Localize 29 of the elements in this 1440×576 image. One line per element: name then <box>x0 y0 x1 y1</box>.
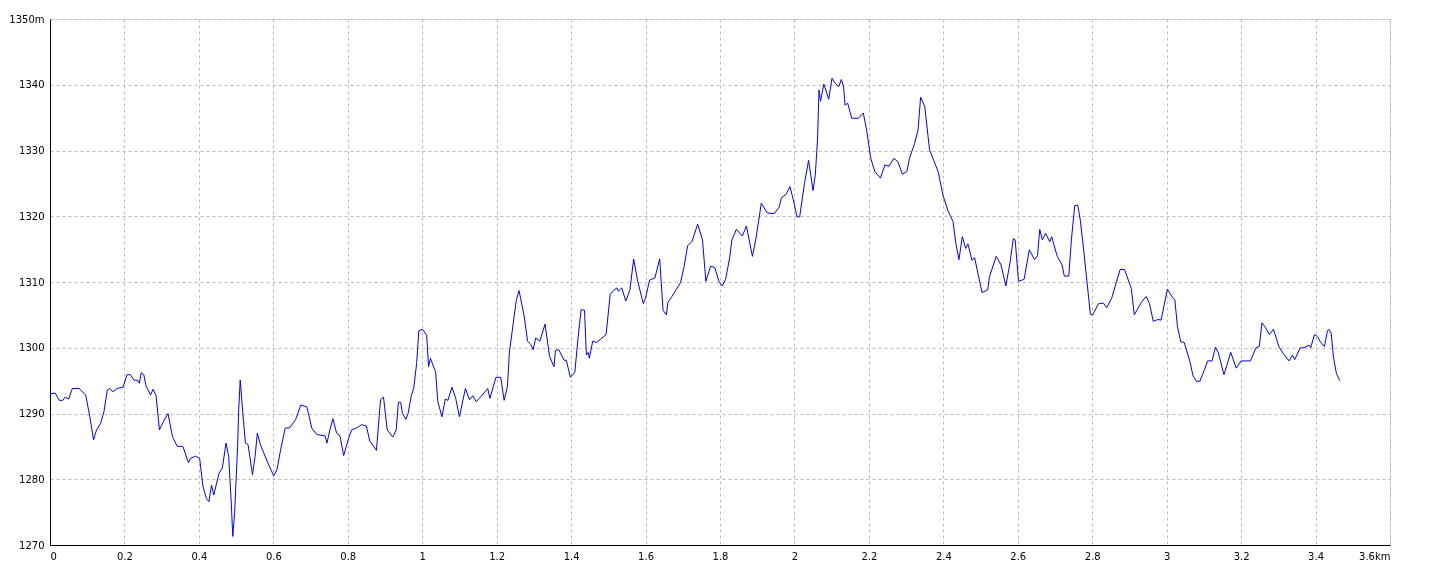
x-tick-label: 0.6 <box>265 550 282 562</box>
x-tick-label: 1.8 <box>712 550 729 562</box>
y-tick-label: 1270 <box>19 539 45 551</box>
x-tick-label: 1 <box>419 550 426 562</box>
x-tick-label: 2.6 <box>1010 550 1027 562</box>
y-tick-label: 1280 <box>19 473 45 485</box>
x-tick-label: 2.8 <box>1084 550 1101 562</box>
x-tick-label: 0 <box>50 550 57 562</box>
x-tick-label: 3.2 <box>1233 550 1250 562</box>
x-tick-label: 2.4 <box>935 550 952 562</box>
x-tick-label: 3 <box>1163 550 1171 562</box>
y-tick-label: 1340 <box>19 79 45 91</box>
y-tick-label: 1290 <box>19 408 45 419</box>
x-tick-label: 1.4 <box>563 550 580 562</box>
y-tick-label: 1320 <box>19 210 45 222</box>
y-tick-label: 1330 <box>19 145 45 156</box>
x-tick-label: 3.4 <box>1308 550 1325 562</box>
y-tick-label: 1310 <box>19 276 45 288</box>
x-tick-label: 1.6 <box>638 550 655 562</box>
x-tick-label: 1.2 <box>489 550 506 562</box>
x-tick-label: 3.6km <box>1359 550 1391 562</box>
x-tick-label: 0.2 <box>116 550 133 562</box>
x-tick-label: 0.8 <box>340 550 357 562</box>
y-tick-label: 1300 <box>19 342 45 354</box>
x-tick-label: 0.4 <box>191 550 208 562</box>
y-tick-label: 1350m <box>9 13 45 25</box>
line-series <box>50 77 1341 537</box>
x-tick-label: 2 <box>791 550 799 562</box>
x-tick-label: 2.2 <box>861 550 878 562</box>
